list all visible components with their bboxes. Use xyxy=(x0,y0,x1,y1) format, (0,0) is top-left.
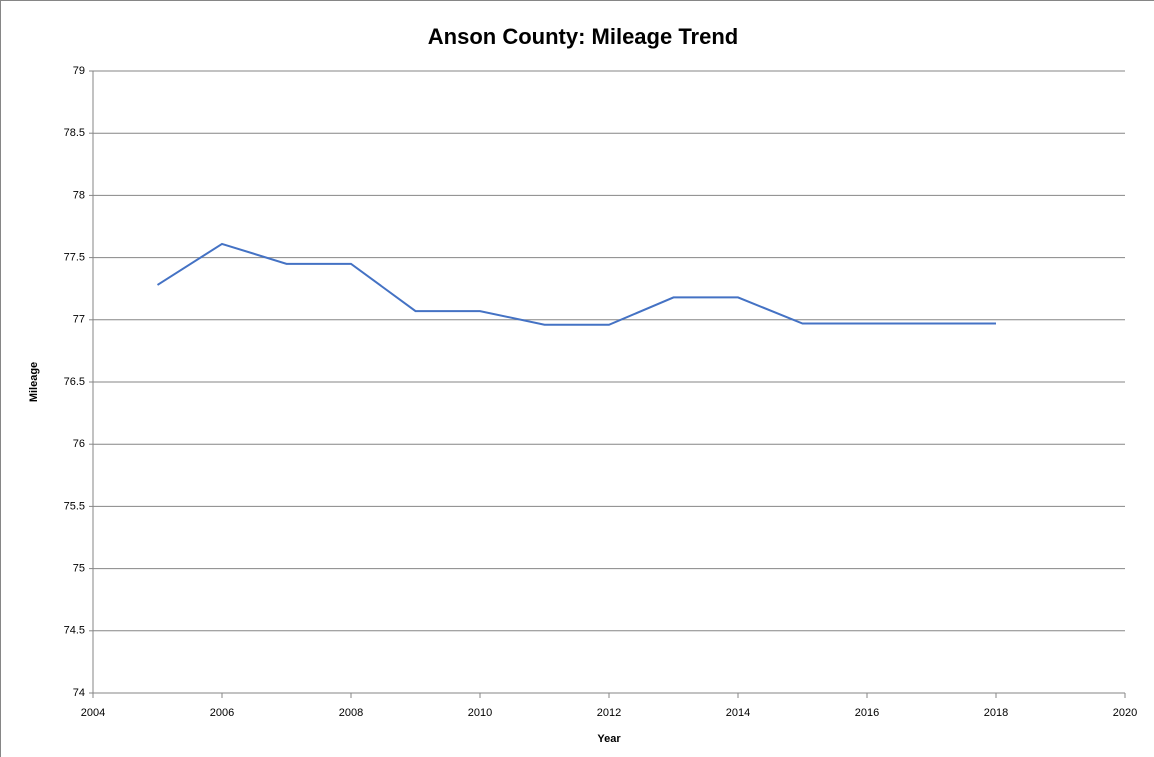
x-tick-label: 2008 xyxy=(339,707,363,719)
x-tick-label: 2010 xyxy=(468,707,492,719)
y-tick-label: 79 xyxy=(73,65,85,77)
x-tick-label: 2006 xyxy=(210,707,234,719)
y-tick-label: 74 xyxy=(73,687,85,699)
line-series xyxy=(156,242,996,326)
x-tick-label: 2012 xyxy=(597,707,621,719)
y-tick-label: 76.5 xyxy=(64,376,85,388)
y-axis-label: Mileage xyxy=(28,362,40,402)
x-tick-label: 2016 xyxy=(855,707,879,719)
x-tick-label: 2020 xyxy=(1113,707,1137,719)
y-tick-label: 75.5 xyxy=(64,500,85,512)
x-tick-label: 2014 xyxy=(726,707,750,719)
x-tick-label: 2004 xyxy=(81,707,105,719)
chart-title: Anson County: Mileage Trend xyxy=(428,24,738,49)
y-tick-label: 74.5 xyxy=(64,625,85,637)
y-tick-label: 77 xyxy=(73,314,85,326)
y-tick-label: 78 xyxy=(73,189,85,201)
y-tick-label: 77.5 xyxy=(64,252,85,264)
x-tick-label: 2018 xyxy=(984,707,1008,719)
x-axis-label: Year xyxy=(597,733,621,745)
y-tick-label: 76 xyxy=(73,438,85,450)
y-tick-label: 78.5 xyxy=(64,127,85,139)
y-tick-label: 75 xyxy=(73,563,85,575)
